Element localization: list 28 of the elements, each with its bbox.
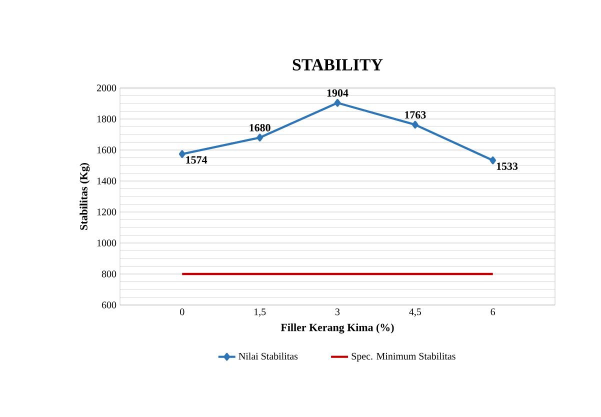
- x-tick-label: 0: [180, 308, 184, 316]
- data-label: 1574: [186, 156, 208, 164]
- y-tick-label: 1400: [97, 178, 116, 184]
- y-tick-label: 600: [102, 302, 116, 308]
- point: [178, 150, 186, 158]
- x-tick-label: 6: [490, 308, 496, 316]
- x-axis-title: Filler Kerang Kima (%): [280, 323, 394, 334]
- y-tick-label: 1200: [97, 208, 116, 216]
- legend-label: Nilai Stabilitas: [238, 352, 298, 360]
- y-axis-title: Stabilitas (Kg): [80, 163, 90, 230]
- point: [334, 98, 341, 107]
- y-tick-label: 1000: [97, 240, 116, 246]
- y-tick-label: 800: [102, 270, 116, 278]
- point: [256, 134, 264, 142]
- x-tick-label: 3: [335, 308, 340, 316]
- data-label: 1763: [405, 111, 426, 119]
- y-tick-label: 1800: [97, 116, 116, 122]
- chart-title: STABILITY: [292, 59, 383, 71]
- x-tick-label: 1,5: [254, 308, 266, 317]
- point: [490, 156, 496, 164]
- data-label: 1680: [250, 124, 270, 132]
- point: [412, 120, 418, 129]
- y-tick-label: 1600: [97, 146, 116, 154]
- x-tick-label: 4,5: [409, 308, 422, 317]
- data-label: 1904: [327, 89, 348, 97]
- legend-label: Spec. Minimum Stabilitas: [352, 352, 456, 362]
- data-label: 1533: [496, 162, 518, 170]
- y-tick-label: 2000: [96, 84, 116, 92]
